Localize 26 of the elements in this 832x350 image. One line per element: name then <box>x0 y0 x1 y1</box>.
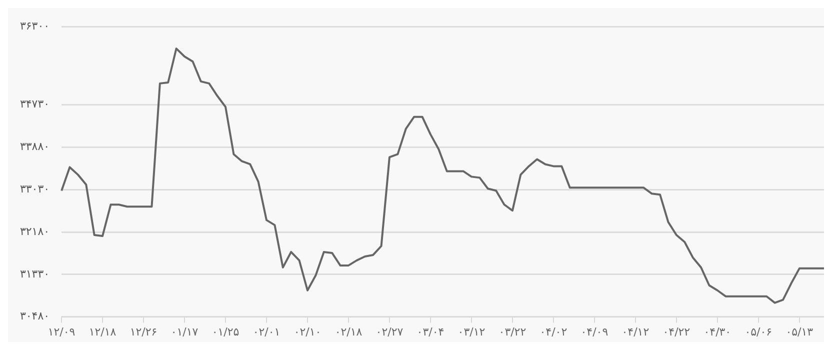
x-tick-label: ۱۲/۰۹ <box>48 325 76 338</box>
x-tick-label: ۰۲/۰۱ <box>252 325 280 338</box>
x-tick-label: ۰۴/۲۲ <box>662 325 690 338</box>
x-tick-label: ۰۴/۰۲ <box>540 325 568 338</box>
y-tick-label: ۳۰۴۸۰ <box>20 310 50 323</box>
x-tick-label: ۰۴/۱۲ <box>622 325 650 338</box>
y-tick-label: ۳۱۳۳۰ <box>20 267 50 280</box>
x-tick-label: ۰۲/۱۰ <box>294 325 322 338</box>
y-tick-label: ۳۳۰۳۰ <box>20 182 50 196</box>
x-tick-label: ۰۴/۳۰ <box>704 325 732 338</box>
x-tick-label: ۰۵/۰۶ <box>744 325 772 338</box>
y-tick-label: ۳۳۸۸۰ <box>20 140 50 154</box>
y-tick-label: ۳۶۳۰۰ <box>20 19 50 32</box>
x-tick-label: ۰۲/۱۸ <box>334 325 362 338</box>
x-tick-label: ۰۳/۲۲ <box>498 325 526 338</box>
x-tick-label: ۰۲/۲۷ <box>376 325 404 338</box>
x-tick-label: ۰۱/۲۵ <box>212 325 240 338</box>
y-tick-label: ۳۲۱۸۰ <box>20 224 50 238</box>
x-tick-label: ۰۵/۱۳ <box>786 325 814 338</box>
x-tick-label: ۱۲/۱۸ <box>88 325 116 338</box>
x-tick-label: ۰۱/۱۷ <box>170 325 198 338</box>
x-tick-label: ۰۴/۰۹ <box>580 325 608 338</box>
y-tick-label: ۳۴۷۳۰ <box>20 98 50 111</box>
x-tick-label: ۰۳/۱۲ <box>458 325 486 338</box>
x-tick-label: ۱۲/۲۶ <box>130 325 158 338</box>
x-tick-label: ۰۳/۰۴ <box>416 325 444 338</box>
